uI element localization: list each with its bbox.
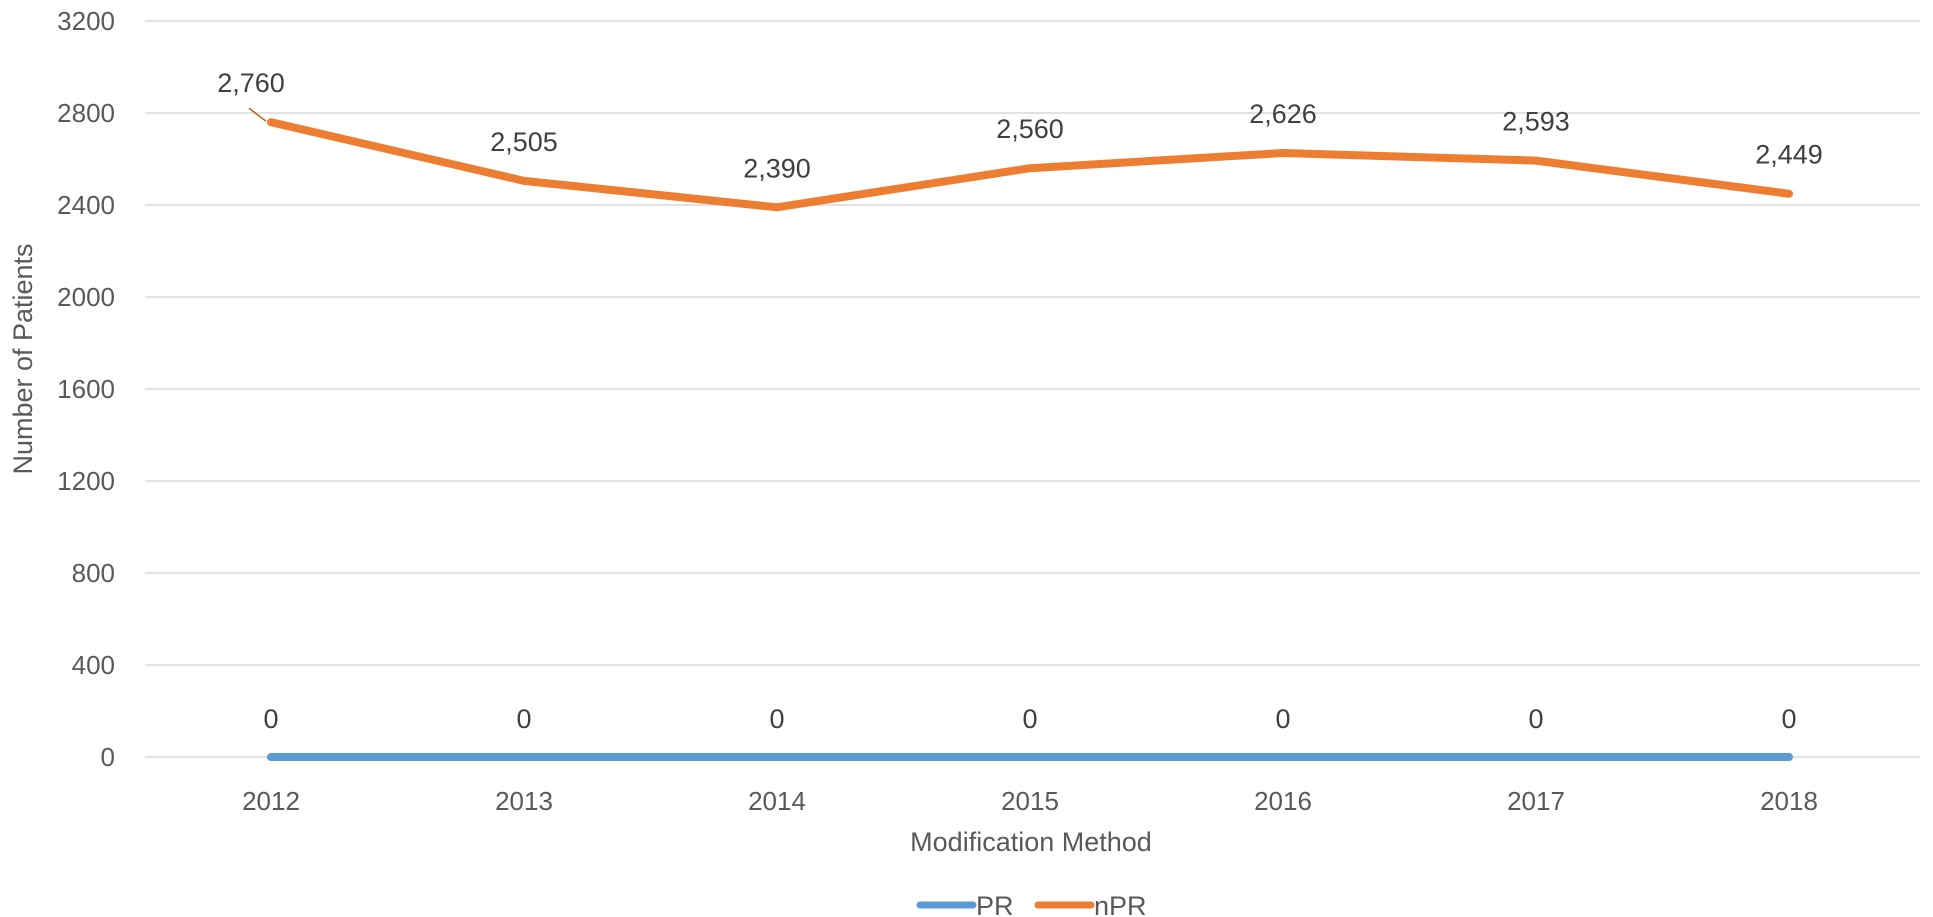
data-label-npr: 2,390 [743,153,811,183]
x-axis-title: Modification Method [910,827,1152,857]
y-tick-label: 3200 [57,6,115,36]
y-tick-label: 1200 [57,466,115,496]
data-label-pr: 0 [516,704,531,734]
data-label-pr: 0 [769,704,784,734]
data-label-pr: 0 [1022,704,1037,734]
gridlines [145,20,1920,758]
legend-label-pr: PR [976,891,1014,917]
data-label-npr: 2,449 [1755,140,1823,170]
y-tick-label: 400 [72,650,115,680]
legend-label-npr: nPR [1094,891,1147,917]
legend: PR nPR [916,891,1147,917]
data-label-leader [248,107,267,122]
y-tick-label: 800 [72,558,115,588]
data-label-pr: 0 [1528,704,1543,734]
x-tick-label: 2017 [1507,786,1565,816]
y-tick-label: 2400 [57,190,115,220]
data-label-npr: 2,505 [490,127,558,157]
x-tick-label: 2015 [1001,786,1059,816]
x-tick-label: 2014 [748,786,806,816]
data-label-pr: 0 [1781,704,1796,734]
data-labels: 0 0 0 0 0 0 0 2,760 2,505 2,390 2,560 2,626 2,593 2,4… [217,68,1823,734]
series-line-npr [267,118,1793,212]
y-tick-label: 0 [101,742,115,772]
y-tick-label: 1600 [57,374,115,404]
x-tick-label: 2016 [1254,786,1312,816]
y-tick-label: 2000 [57,282,115,312]
series-lines [267,118,1793,761]
y-axis-ticks: 0 400 800 1200 1600 2000 2400 2800 3200 [57,6,115,772]
y-axis-title: Number of Patients [8,243,38,474]
data-label-pr: 0 [1275,704,1290,734]
x-tick-label: 2018 [1760,786,1818,816]
data-label-npr: 2,760 [217,68,285,98]
x-tick-label: 2013 [495,786,553,816]
x-axis-ticks: 2012 2013 2014 2015 2016 2017 2018 [242,786,1818,816]
y-tick-label: 2800 [57,98,115,128]
x-tick-label: 2012 [242,786,300,816]
data-label-npr: 2,593 [1502,107,1570,137]
data-label-npr: 2,560 [996,114,1064,144]
data-label-pr: 0 [263,704,278,734]
data-label-npr: 2,626 [1249,99,1317,129]
